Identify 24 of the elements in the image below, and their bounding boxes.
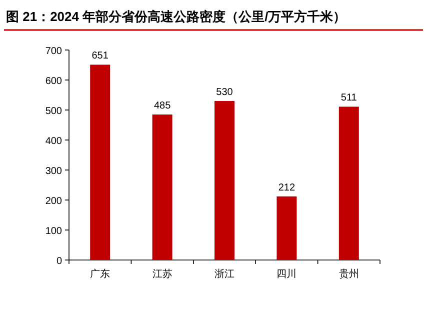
bar <box>90 64 110 260</box>
x-tick-label: 浙江 <box>214 268 234 280</box>
chart-title: 图 21：2024 年部分省份高速公路密度（公里/万平方千米） <box>6 9 346 24</box>
x-tick-label: 江苏 <box>152 268 172 280</box>
x-tick-label: 贵州 <box>338 268 359 280</box>
data-label: 530 <box>216 87 234 98</box>
x-tick-label: 广东 <box>90 268 110 280</box>
bar <box>338 106 359 260</box>
y-tick-label: 200 <box>45 196 62 207</box>
y-tick-label: 600 <box>45 76 62 87</box>
data-label: 651 <box>92 50 109 62</box>
y-tick-label: 300 <box>45 166 62 177</box>
y-tick-label: 700 <box>45 46 62 57</box>
y-tick-label: 100 <box>45 226 62 237</box>
y-tick-label: 400 <box>45 136 62 147</box>
bar <box>152 114 172 260</box>
bar <box>214 101 234 260</box>
data-label: 212 <box>278 182 296 194</box>
data-label: 485 <box>154 100 172 112</box>
y-tick-label: 500 <box>45 106 62 117</box>
x-tick-label: 四川 <box>276 268 297 280</box>
bar <box>276 196 297 260</box>
y-tick-label: 0 <box>56 256 62 267</box>
data-label: 511 <box>340 92 358 104</box>
